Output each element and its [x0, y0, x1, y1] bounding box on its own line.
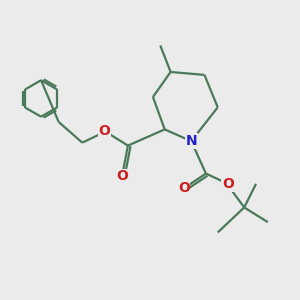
Text: O: O: [222, 177, 234, 191]
Text: N: N: [185, 134, 197, 148]
Text: O: O: [98, 124, 110, 138]
Text: O: O: [178, 181, 190, 195]
Text: O: O: [116, 169, 128, 184]
